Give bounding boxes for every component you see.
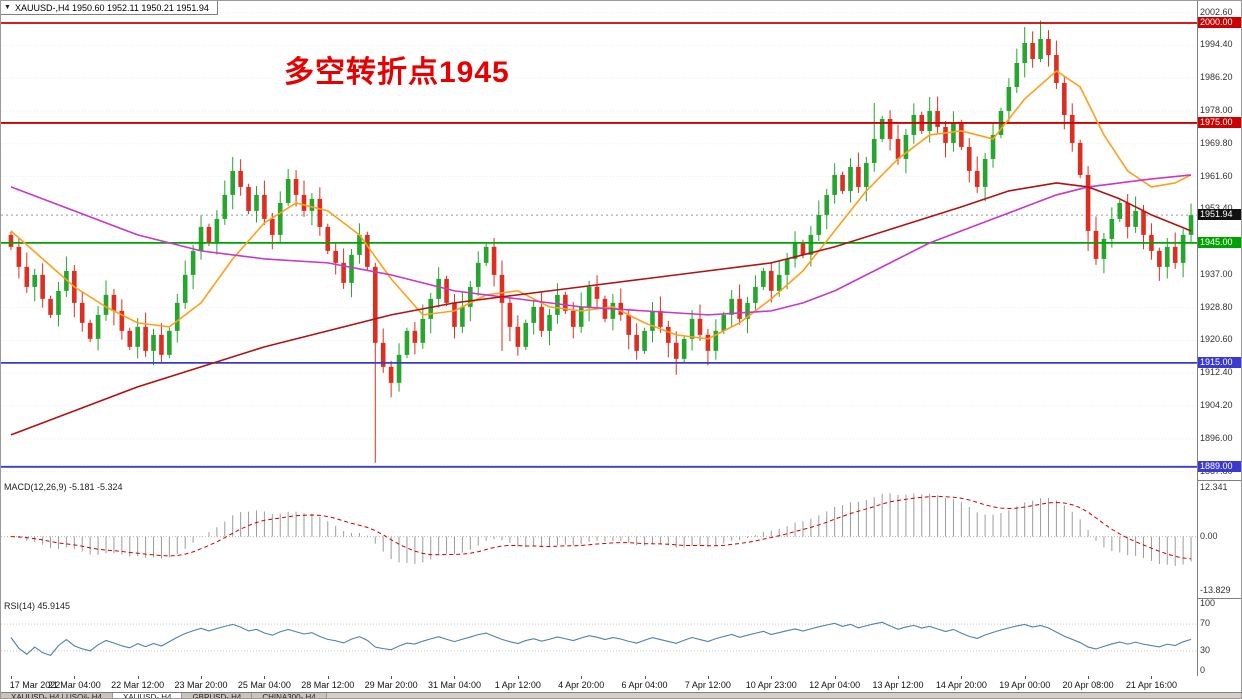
time-axis-label: 23 Mar 20:00 — [174, 680, 228, 690]
price-axis-label: 1937.00 — [1200, 268, 1233, 279]
time-axis-label: 4 Apr 20:00 — [558, 680, 605, 690]
time-axis-label: 17 Mar 2022 — [9, 680, 61, 690]
time-axis-label: 21 Mar 04:00 — [47, 680, 101, 690]
price-axis-label: 2002.60 — [1200, 6, 1233, 17]
price-axis-label: 1920.60 — [1200, 334, 1233, 345]
time-axis-tick — [74, 676, 76, 679]
ma-mid-magenta — [10, 174, 1192, 316]
ma-fast-orange — [10, 70, 1192, 340]
time-axis-label: 13 Apr 12:00 — [872, 680, 924, 690]
price-axis-label: 1953.40 — [1200, 203, 1233, 214]
time-axis-tick — [707, 676, 709, 679]
time-axis-tick — [137, 676, 139, 679]
chart-title: XAUUSD-,H4 1950.60 1952.11 1950.21 1951.… — [14, 2, 209, 13]
time-axis-tick — [201, 676, 203, 679]
time-axis-tick — [581, 676, 583, 679]
time-axis[interactable]: 17 Mar 2022 21 Mar 04:00 22 Mar 12:00 23 Ma… — [1, 676, 1197, 692]
time-axis-label: 7 Apr 12:00 — [684, 680, 731, 690]
price-badge: 1915.00 — [1198, 356, 1241, 368]
ma-slow-darkred — [10, 182, 1192, 436]
time-axis-tick — [1151, 676, 1153, 679]
price-axis-label: 1904.20 — [1200, 400, 1233, 411]
time-axis-label: 10 Apr 23:00 — [745, 680, 797, 690]
chart-tab[interactable]: GBPUSD-,H4 — [182, 693, 253, 698]
time-axis-tick — [898, 676, 899, 679]
time-axis-tick — [264, 676, 266, 679]
time-axis-tick — [961, 676, 963, 679]
price-axis-label: 1961.60 — [1200, 170, 1233, 181]
price-axis-label: -13.829 — [1200, 585, 1231, 595]
price-axis-label: 1912.40 — [1200, 367, 1233, 378]
price-axis[interactable]: 2002.60 1994.40 1986.20 1978.00 1969.80 1961.… — [1197, 1, 1241, 676]
time-axis-tick — [644, 676, 646, 679]
time-axis-label: 31 Mar 04:00 — [427, 680, 481, 690]
price-axis-label: 30 — [1200, 644, 1211, 655]
price-badge: 1945.00 — [1198, 236, 1241, 248]
rsi-label: RSI(14) 45.9145 — [4, 601, 71, 611]
time-axis-label: 12 Apr 04:00 — [809, 680, 861, 690]
macd-chart-canvas[interactable] — [1, 480, 1197, 599]
rsi-chart-canvas[interactable] — [1, 599, 1197, 676]
price-badge: 2000.00 — [1198, 16, 1241, 28]
price-axis-label: 1969.80 — [1200, 137, 1233, 148]
time-axis-label: 29 Mar 20:00 — [364, 680, 418, 690]
axis-divider — [1198, 480, 1241, 481]
price-axis-label: 12.341 — [1200, 482, 1228, 492]
time-axis-tick — [1024, 676, 1026, 679]
price-badge: 1975.00 — [1198, 116, 1241, 128]
chart-tab[interactable]: XAUUSD-,H4 | USOil-,H4 — [1, 693, 113, 698]
chart-title-box: ▼ XAUUSD-,H4 1950.60 1952.11 1950.21 195… — [1, 1, 218, 15]
chart-annotation-text: 多空转折点1945 — [284, 56, 510, 89]
rsi-panel[interactable]: RSI(14) 45.9145 — [1, 599, 1197, 677]
price-axis-label: 70 — [1200, 618, 1211, 629]
time-axis-label: 6 Apr 04:00 — [621, 680, 668, 690]
price-axis-label: 0 — [1200, 665, 1206, 675]
price-badge: 1889.00 — [1198, 460, 1241, 472]
time-axis-tick — [771, 676, 773, 679]
time-axis-label: 20 Apr 08:00 — [1062, 680, 1114, 690]
macd-panel[interactable]: MACD(12,26,9) -5.181 -5.324 — [1, 480, 1197, 600]
chart-tab-bar: XAUUSD-,H4 | USOil-,H4 XAUUSD-,H4 GBPUSD-,… — [1, 692, 1241, 698]
time-axis-tick — [10, 676, 12, 679]
time-axis-label: 21 Apr 16:00 — [1125, 680, 1177, 690]
time-axis-tick — [834, 676, 836, 679]
time-axis-label: 25 Mar 04:00 — [237, 680, 291, 690]
price-axis-label: 1986.20 — [1200, 72, 1233, 83]
time-axis-label: 19 Apr 00:00 — [999, 680, 1051, 690]
price-badge: 1951.94 — [1198, 209, 1241, 221]
candlestick-chart-canvas[interactable] — [1, 1, 1197, 480]
price-axis-label: 0.00 — [1200, 530, 1218, 541]
price-axis-label: 100 — [1200, 598, 1216, 608]
time-axis-label: 22 Mar 12:00 — [111, 680, 165, 690]
price-axis-label: 1896.00 — [1200, 432, 1233, 443]
chart-tab[interactable]: CHINA300-,H4 — [252, 693, 327, 698]
time-axis-tick — [454, 676, 456, 679]
price-axis-label: 1978.00 — [1200, 104, 1233, 115]
price-axis-label: 1994.40 — [1200, 39, 1233, 50]
chevron-down-icon[interactable]: ▼ — [4, 4, 11, 11]
time-axis-label: 28 Mar 12:00 — [301, 680, 355, 690]
time-axis-label: 14 Apr 20:00 — [935, 680, 987, 690]
macd-label: MACD(12,26,9) -5.181 -5.324 — [4, 482, 123, 492]
chart-tab[interactable]: XAUUSD-,H4 — [112, 693, 183, 698]
main-chart-panel[interactable]: ▼ XAUUSD-,H4 1950.60 1952.11 1950.21 195… — [1, 1, 1197, 481]
time-axis-tick — [391, 676, 393, 679]
time-axis-label: 1 Apr 12:00 — [494, 680, 541, 690]
axis-divider — [1198, 598, 1241, 599]
price-axis-label: 1928.80 — [1200, 301, 1233, 312]
time-axis-tick — [1088, 676, 1090, 679]
time-axis-tick — [517, 676, 519, 679]
time-axis-tick — [327, 676, 329, 679]
